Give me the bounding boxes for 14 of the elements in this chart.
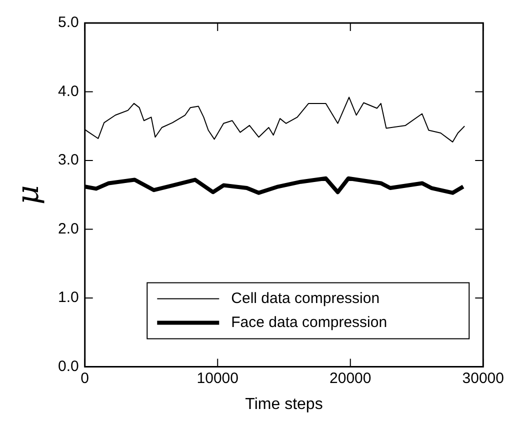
y-tick-label: 5.0	[58, 14, 79, 32]
y-tick-label: 3.0	[58, 152, 79, 169]
x-tick-label: 10000	[196, 370, 238, 387]
legend-label: Face data compression	[231, 314, 388, 331]
y-tick-label: 2.0	[58, 220, 79, 238]
y-tick-label: 4.0	[58, 82, 79, 100]
x-tick-label: 30000	[462, 370, 504, 387]
x-tick-label: 0	[80, 370, 90, 387]
x-tick-label: 20000	[330, 370, 372, 387]
y-tick-label: 1.0	[58, 289, 79, 306]
y-axis-title: μ	[10, 185, 46, 205]
x-axis-title: Time steps	[245, 396, 323, 413]
y-tick-label: 0.0	[58, 358, 79, 375]
legend-label: Cell data compression	[231, 290, 380, 307]
